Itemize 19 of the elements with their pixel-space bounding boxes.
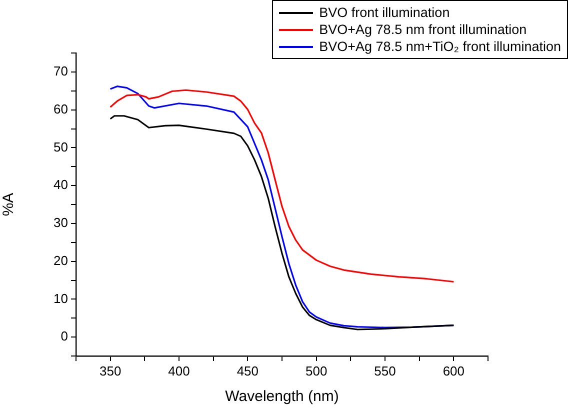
legend-label: BVO front illumination <box>319 4 450 21</box>
y-tick-label: 30 <box>54 215 68 230</box>
x-tick-label: 600 <box>442 363 465 378</box>
y-axis-title: %A <box>0 192 18 216</box>
y-tick-label: 0 <box>60 328 68 344</box>
y-tick-label: 20 <box>54 252 68 268</box>
y-tick-label: 70 <box>54 64 68 79</box>
x-tick-label: 350 <box>99 363 122 378</box>
y-tick-label: 10 <box>54 290 68 306</box>
legend-label: BVO+Ag 78.5 nm front illumination <box>319 21 527 38</box>
x-tick-label: 550 <box>374 363 396 378</box>
x-tick-label: 450 <box>236 363 259 378</box>
y-tick-label: 40 <box>54 177 68 192</box>
y-tick-label: 60 <box>54 101 68 116</box>
x-axis-title: Wavelength (nm) <box>225 388 339 406</box>
legend-label: BVO+Ag 78.5 nm+TiO₂ front illumination <box>319 38 561 55</box>
y-tick-label: 50 <box>54 139 68 154</box>
x-tick-label: 500 <box>305 363 328 378</box>
x-tick-label: 400 <box>168 363 190 378</box>
